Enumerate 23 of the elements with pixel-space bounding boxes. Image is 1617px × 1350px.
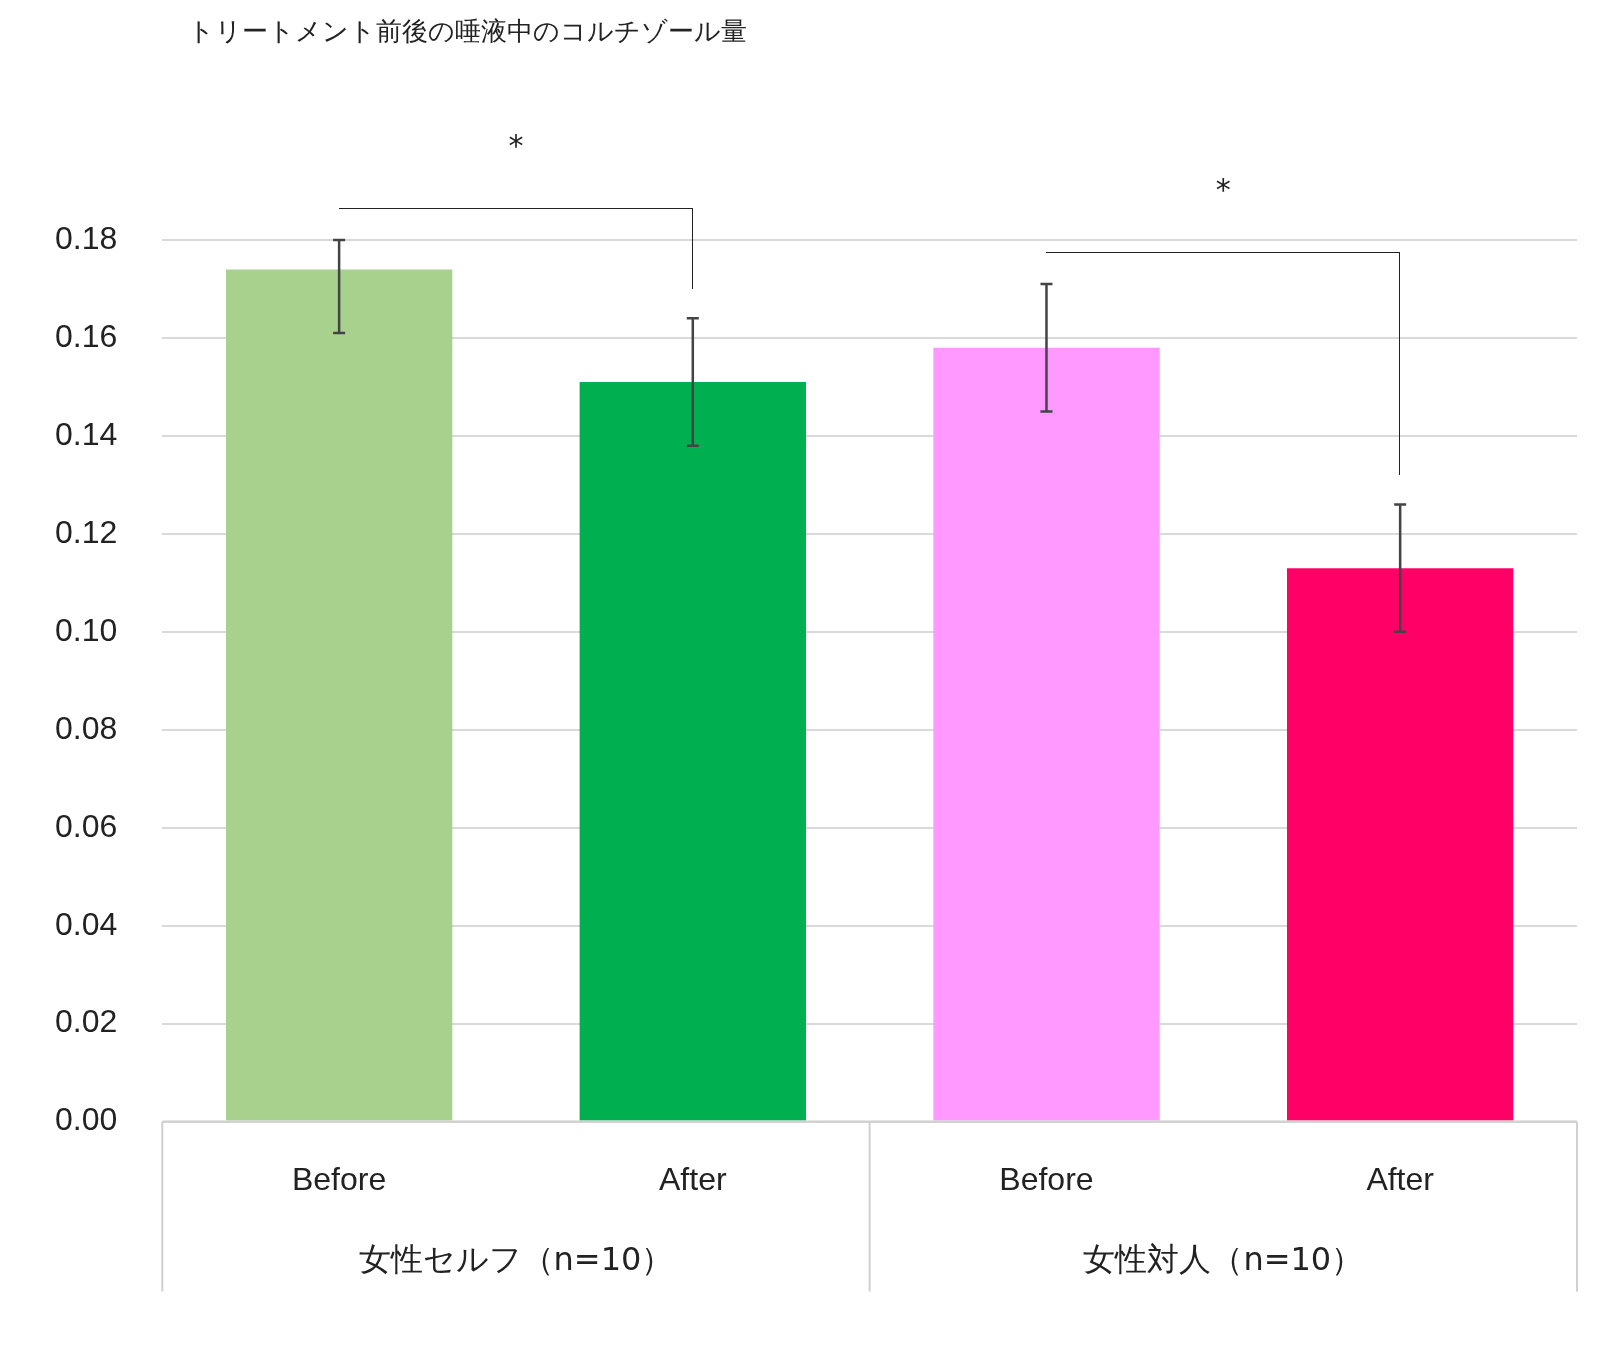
x-tick-label: Before (999, 1160, 1094, 1197)
bar (933, 347, 1160, 1121)
x-tick-label: After (659, 1160, 727, 1197)
y-tick-label: 0.16 (55, 317, 118, 354)
text: 女性対人（n=10） (1083, 1239, 1364, 1278)
text: * (508, 128, 524, 163)
chart-title: トリートメント前後の唾液中のコルチゾール量 (188, 15, 747, 48)
text: 女性セルフ（n=10） (358, 1239, 674, 1278)
y-tick-label: 0.00 (55, 1101, 118, 1138)
y-tick-label: 0.02 (55, 1003, 118, 1040)
bar (579, 382, 806, 1121)
bar (1286, 568, 1514, 1121)
y-tick-label: 0.14 (55, 415, 118, 452)
y-tick-label: 0.10 (55, 611, 118, 648)
y-tick-label: 0.04 (55, 905, 118, 942)
y-tick-label: 0.12 (55, 513, 118, 550)
y-tick-label: 0.18 (55, 219, 118, 256)
y-tick-label: 0.06 (55, 807, 118, 844)
x-tick-label: Before (291, 1160, 387, 1197)
x-tick-label: After (1366, 1160, 1435, 1197)
text: * (1215, 172, 1231, 208)
bar (225, 269, 453, 1121)
y-tick-label: 0.08 (55, 709, 118, 746)
